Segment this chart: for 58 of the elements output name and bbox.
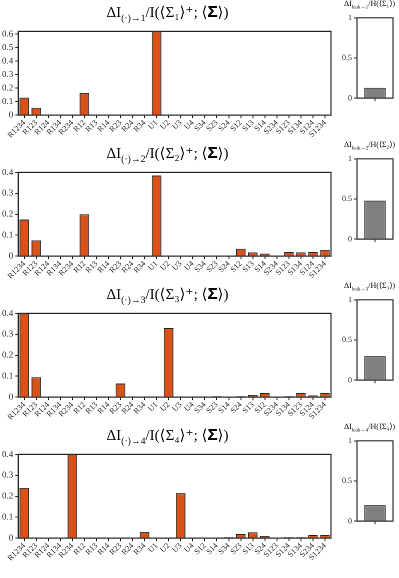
y-tick-label: 0 bbox=[348, 234, 352, 244]
y-tick-label: 0.6 bbox=[2, 28, 14, 39]
chart-title: ΔI$_{leak→3}$/H(⟨Σ₃⟩) bbox=[342, 281, 396, 294]
y-tick-label: 0.3 bbox=[2, 188, 14, 198]
y-tick-label: 1 bbox=[348, 12, 352, 22]
y-tick-label: 0.5 bbox=[342, 476, 352, 486]
x-tick-label: U2 bbox=[158, 541, 172, 555]
chart-title: ΔI$_{(·)→2}$/I(⟨Σ₂⟩⁺; ⟨𝚺⟩) bbox=[105, 146, 230, 166]
y-tick-label: 0.5 bbox=[2, 42, 14, 52]
x-tick-label: U3 bbox=[170, 118, 184, 132]
y-tick-label: 0 bbox=[8, 392, 14, 402]
chart-title: ΔI$_{(·)→1}$/I(⟨Σ₁⟩⁺; ⟨𝚺⟩) bbox=[105, 5, 230, 24]
x-tick-label: R34 bbox=[132, 541, 148, 558]
y-tick-label: 0.3 bbox=[2, 470, 14, 480]
y-tick-label: 0.1 bbox=[2, 230, 14, 240]
y-tick-label: 0.2 bbox=[2, 82, 14, 93]
y-tick-label: 1 bbox=[348, 294, 352, 304]
x-tick-label: R34 bbox=[132, 118, 148, 134]
chart-title: ΔI$_{leak→4}$/H(⟨Σ₄⟩) bbox=[342, 422, 396, 434]
y-tick-label: 0.1 bbox=[2, 512, 14, 522]
x-tick-label: R34 bbox=[132, 259, 148, 276]
y-tick-label: 0 bbox=[8, 110, 14, 120]
x-tick-label: U2 bbox=[158, 259, 172, 273]
x-tick-label: U3 bbox=[170, 400, 184, 414]
y-tick-label: 0.1 bbox=[2, 370, 14, 381]
x-tick-label: U2 bbox=[158, 400, 172, 414]
y-tick-label: 1 bbox=[348, 154, 352, 163]
y-tick-label: 0.3 bbox=[2, 328, 14, 339]
x-tick-label: U2 bbox=[158, 118, 172, 132]
y-tick-label: 0.5 bbox=[342, 335, 352, 344]
y-tick-label: 0 bbox=[348, 375, 352, 384]
x-tick-label: U1 bbox=[146, 259, 160, 273]
chart-title: ΔI$_{leak→1}$/H(⟨Σ₁⟩) bbox=[342, 0, 396, 12]
y-tick-label: 0 bbox=[348, 516, 352, 526]
x-tick-label: U1 bbox=[146, 400, 160, 414]
y-tick-label: 0.4 bbox=[2, 166, 14, 177]
y-tick-label: 0.2 bbox=[2, 208, 14, 219]
y-tick-label: 0.4 bbox=[2, 448, 14, 459]
y-tick-label: 1 bbox=[348, 436, 352, 445]
chart-title: ΔI$_{(·)→4}$/I(⟨Σ₄⟩⁺; ⟨𝚺⟩) bbox=[105, 428, 230, 448]
y-tick-label: 0 bbox=[8, 532, 14, 543]
y-tick-label: 0.2 bbox=[2, 350, 14, 360]
y-tick-label: 0 bbox=[348, 93, 352, 102]
x-tick-label: U1 bbox=[146, 541, 160, 555]
x-tick-label: U3 bbox=[170, 259, 184, 273]
y-tick-label: 0.4 bbox=[2, 56, 14, 66]
chart-title: ΔI$_{leak→2}$/H(⟨Σ₂⟩) bbox=[342, 140, 396, 152]
x-tick-label: R34 bbox=[132, 400, 148, 416]
y-tick-label: 0.1 bbox=[2, 96, 14, 106]
y-tick-label: 0.2 bbox=[2, 490, 14, 501]
y-tick-label: 0.5 bbox=[342, 53, 352, 62]
y-tick-label: 0.5 bbox=[342, 194, 352, 204]
x-tick-label: U3 bbox=[170, 541, 184, 555]
y-tick-label: 0 bbox=[8, 250, 14, 261]
y-tick-label: 0.3 bbox=[2, 69, 14, 80]
x-tick-label: U1 bbox=[146, 118, 160, 132]
y-tick-label: 0.4 bbox=[2, 308, 14, 318]
chart-title: ΔI$_{(·)→3}$/I(⟨Σ₃⟩⁺; ⟨𝚺⟩) bbox=[105, 287, 230, 306]
